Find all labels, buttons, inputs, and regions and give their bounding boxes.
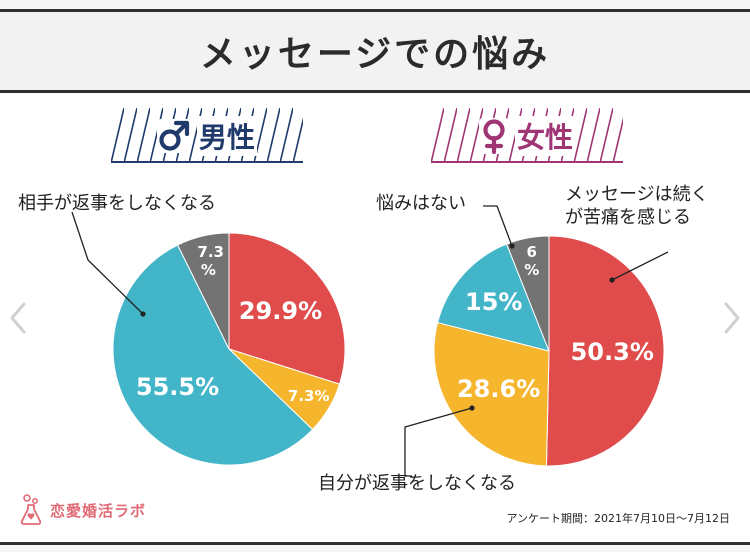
leader-male-partner-dot [140, 311, 146, 317]
male-slice-gray-label: 7.3% [197, 242, 224, 279]
female-slice-blue [436, 243, 550, 352]
male-slice-blue [112, 244, 314, 466]
bottom-rule [0, 542, 750, 545]
female-header: 女性 [431, 108, 623, 163]
male-slice-blue-label: 55.5% [135, 372, 220, 401]
leader-female-none [483, 205, 513, 247]
flask-icon [20, 494, 42, 525]
prev-arrow-icon[interactable] [8, 300, 28, 336]
callout-female-self-no-reply: 自分が返事をしなくなる [318, 473, 516, 494]
male-slice-gray [176, 232, 230, 350]
logo-text: 恋愛婚活ラボ [50, 501, 147, 520]
female-slice-gray [505, 235, 550, 352]
callout-female-pain-line1: メッセージは続く [565, 184, 709, 205]
leader-female-pain [611, 251, 669, 281]
survey-period: アンケート期間：2021年7月10日～7月12日 [506, 512, 730, 525]
female-slice-blue-label: 15% [465, 288, 523, 317]
female-slice-red-label: 50.3% [570, 337, 654, 366]
female-slice-yellow-label: 28.6% [456, 375, 541, 404]
top-rule [0, 9, 750, 12]
bottom-border [0, 545, 750, 552]
callout-female-no-worry: 悩みはない [376, 193, 466, 214]
male-slice-red [228, 232, 346, 385]
female-label: 女性 [514, 115, 575, 156]
male-label: 男性 [196, 115, 257, 156]
title-banner: メッセージでの悩み [0, 12, 750, 93]
next-arrow-icon[interactable] [722, 300, 742, 336]
top-border [0, 0, 750, 9]
female-symbol-icon [478, 117, 509, 154]
page-title: メッセージでの悩み [199, 34, 551, 75]
leader-female-self-dot [469, 405, 475, 411]
female-slice-yellow [433, 321, 550, 467]
male-header: 男性 [111, 108, 303, 163]
leader-male-partner [71, 211, 144, 315]
leader-female-none-dot [509, 243, 515, 249]
leader-female-pain-dot [609, 277, 615, 283]
brand-logo: 恋愛婚活ラボ [18, 494, 146, 526]
callout-female-pain-line2: が苦痛を感じる [565, 207, 691, 228]
male-symbol-icon [156, 118, 191, 153]
callout-female-pain: メッセージは続く が苦痛を感じる [565, 183, 709, 229]
callout-male-partner-no-reply: 相手が返事をしなくなる [18, 193, 216, 214]
male-slice-yellow-label: 7.3% [287, 387, 330, 406]
female-slice-red [545, 235, 665, 467]
female-slice-gray-label: 6% [524, 242, 540, 279]
leader-female-self [404, 407, 473, 477]
male-slice-red-label: 29.9% [238, 297, 323, 326]
